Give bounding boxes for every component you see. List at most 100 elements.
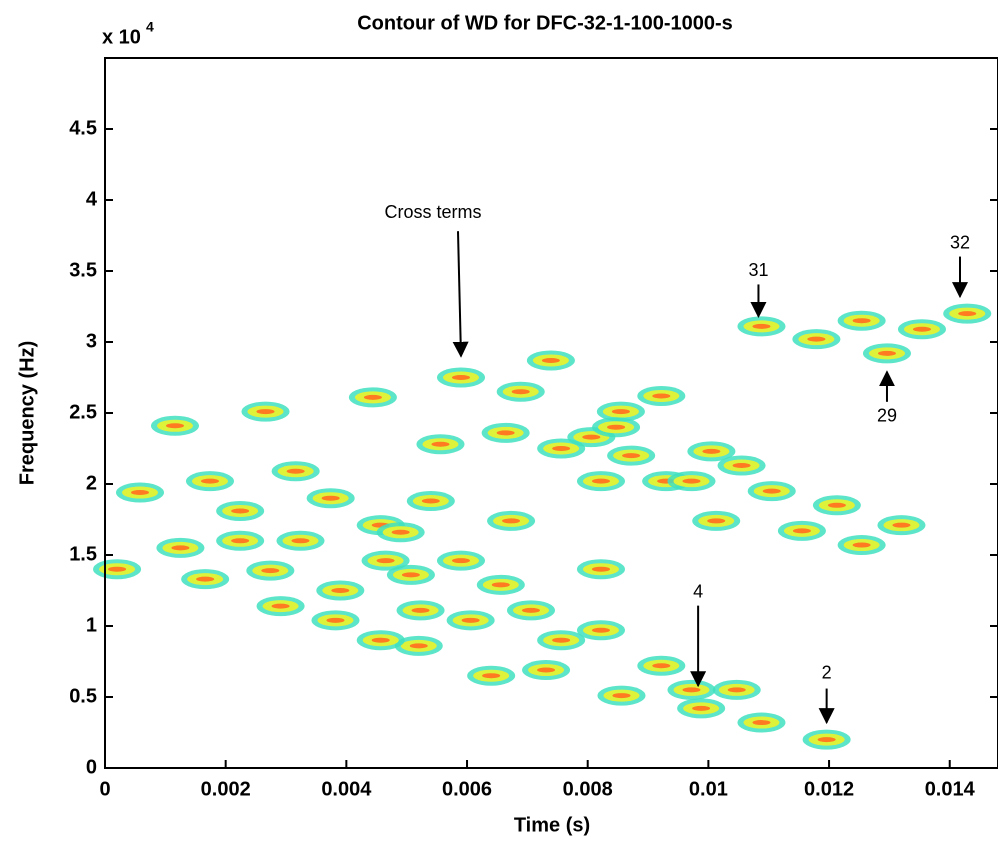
contour-level bbox=[171, 545, 190, 551]
contour-blob bbox=[306, 488, 355, 509]
contour-level bbox=[537, 667, 556, 673]
y-tick-label: 4 bbox=[86, 188, 98, 210]
contour-blob bbox=[406, 491, 455, 512]
contour-blob bbox=[747, 481, 796, 502]
contour-level bbox=[291, 538, 310, 544]
contour-blob bbox=[837, 310, 886, 331]
contour-blob bbox=[737, 712, 786, 733]
x-tick-label: 0.004 bbox=[321, 778, 372, 800]
contour-level bbox=[511, 389, 530, 395]
contour-blob bbox=[311, 610, 360, 631]
contour-blob bbox=[777, 520, 826, 541]
contour-level bbox=[817, 737, 836, 743]
contour-blob bbox=[526, 350, 575, 371]
annotation-arrow bbox=[452, 231, 469, 358]
contour-blob bbox=[607, 445, 656, 466]
contour-blob bbox=[592, 417, 641, 438]
contour-blob bbox=[150, 415, 199, 436]
contour-level bbox=[231, 538, 250, 544]
y-tick-label: 2 bbox=[86, 472, 97, 494]
contour-blob bbox=[597, 685, 646, 706]
x-axis-label: Time (s) bbox=[514, 814, 590, 836]
contour-level bbox=[552, 446, 571, 451]
contour-blob bbox=[792, 329, 841, 350]
contour-blob bbox=[943, 303, 992, 324]
y-tick-label: 1.5 bbox=[69, 543, 97, 565]
x-tick-label: 0.014 bbox=[925, 778, 976, 800]
y-tick-label: 4.5 bbox=[69, 117, 97, 139]
contour-level bbox=[165, 423, 184, 429]
contour-level bbox=[552, 637, 571, 643]
contour-blob bbox=[537, 630, 586, 651]
contour-blob bbox=[637, 385, 686, 406]
y-tick-label: 3.5 bbox=[69, 259, 97, 281]
contour-level bbox=[752, 323, 771, 329]
contour-level bbox=[391, 529, 410, 535]
contour-level bbox=[607, 424, 626, 430]
contour-blob bbox=[394, 635, 443, 656]
annotation-text: 31 bbox=[748, 260, 768, 280]
contour-level bbox=[200, 478, 219, 484]
contour-blob bbox=[436, 367, 485, 388]
contour-blob bbox=[185, 471, 234, 492]
annotation-text: Cross terms bbox=[384, 202, 481, 222]
contour-level bbox=[591, 627, 610, 633]
contour-level bbox=[321, 495, 340, 501]
contour-blob bbox=[481, 422, 530, 443]
contour-level bbox=[491, 582, 510, 588]
contour-blob bbox=[837, 535, 886, 556]
contour-level bbox=[762, 488, 781, 494]
x-tick-label: 0.006 bbox=[442, 778, 492, 800]
contour-blob bbox=[712, 679, 761, 700]
contour-blob bbox=[667, 679, 716, 700]
contour-blob bbox=[241, 401, 290, 422]
contour-level bbox=[409, 643, 428, 649]
contour-level bbox=[261, 568, 280, 574]
contour-level bbox=[692, 705, 711, 711]
contour-blob bbox=[576, 559, 625, 580]
contour-level bbox=[707, 518, 726, 524]
contour-level bbox=[256, 409, 275, 415]
contour-blob bbox=[361, 550, 410, 571]
contour-level bbox=[271, 603, 290, 609]
contour-level bbox=[591, 478, 610, 484]
contour-level bbox=[807, 336, 826, 342]
contour-level bbox=[461, 617, 480, 623]
contour-level bbox=[727, 687, 746, 693]
y-tick-label: 3 bbox=[86, 330, 97, 352]
contour-level bbox=[591, 566, 610, 572]
contour-blob bbox=[276, 530, 325, 551]
contour-blob bbox=[522, 660, 571, 681]
y-tick-label: 2.5 bbox=[69, 401, 97, 423]
contour-level bbox=[582, 434, 601, 440]
contour-level bbox=[611, 409, 630, 415]
contour-blob bbox=[667, 471, 716, 492]
contour-blob bbox=[436, 550, 485, 571]
contour-level bbox=[326, 617, 345, 623]
y-axis-label: Frequency (Hz) bbox=[16, 341, 38, 485]
contour-blob bbox=[115, 482, 164, 503]
contour-blob bbox=[376, 522, 425, 543]
contour-blob bbox=[348, 387, 397, 408]
contour-blob bbox=[316, 580, 365, 601]
contour-level bbox=[331, 588, 350, 593]
annotation-text: 2 bbox=[822, 662, 832, 682]
x-tick-label: 0.008 bbox=[563, 778, 613, 800]
contour-blob bbox=[637, 655, 686, 676]
annotation-text: 29 bbox=[877, 406, 897, 426]
contour-blob bbox=[576, 620, 625, 641]
contour-level bbox=[702, 448, 721, 454]
x-tick-label: 0 bbox=[99, 778, 110, 800]
y-tick-label: 0.5 bbox=[69, 685, 97, 707]
contour-level bbox=[912, 326, 931, 332]
contour-level bbox=[431, 441, 450, 447]
contour-level bbox=[421, 498, 440, 504]
contour-blob bbox=[356, 630, 405, 651]
contour-blob bbox=[467, 665, 516, 686]
contour-level bbox=[852, 542, 871, 548]
contour-blob bbox=[93, 559, 142, 580]
contour-blob bbox=[476, 574, 525, 595]
contour-level bbox=[682, 478, 701, 484]
annotation-text: 4 bbox=[693, 581, 703, 601]
contour-level bbox=[231, 508, 250, 514]
